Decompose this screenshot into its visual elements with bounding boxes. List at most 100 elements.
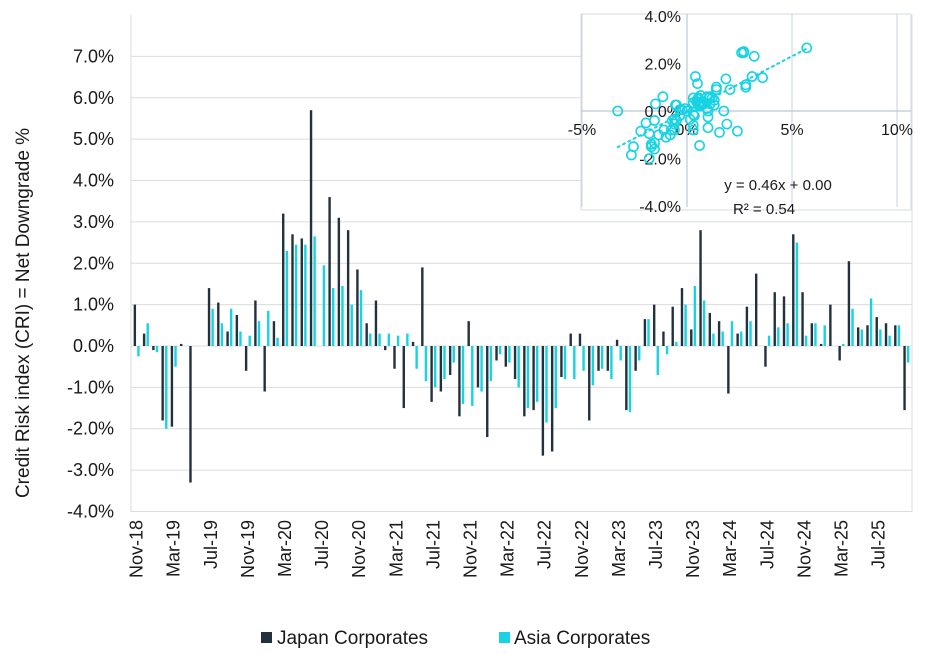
bar-japan (829, 304, 832, 346)
bar-japan (356, 269, 359, 346)
bar-japan (272, 321, 276, 346)
legend-swatch-asia (499, 632, 510, 643)
bar-japan (402, 346, 405, 409)
bar-asia (285, 250, 289, 346)
main-x-tick-label: Mar-25 (831, 520, 851, 577)
bar-japan (411, 341, 415, 346)
bar-japan (727, 346, 730, 394)
inset-scatter-point (657, 91, 669, 103)
bar-japan (161, 346, 164, 421)
bar-asia (777, 327, 780, 346)
bar-japan (393, 346, 396, 369)
main-x-tick-label: Nov-24 (794, 520, 814, 578)
y-axis-label: Credit Risk index (CRI) = Net Downgrade … (13, 128, 34, 498)
bar-japan (569, 333, 572, 346)
bar-asia (378, 333, 381, 346)
bar-asia (721, 331, 724, 346)
main-x-tick-label: Mar-21 (386, 520, 406, 577)
bar-asia (684, 304, 687, 346)
inset-scatter-point (740, 79, 752, 91)
main-y-tick-labels: 7.0% 6.0% 5.0% 4.0% 3.0% 2.0% 1.0% 0.0% -1.0% -2.… (67, 46, 114, 521)
bar-asia (452, 346, 455, 363)
bar-asia (174, 346, 177, 367)
bar-asia (517, 346, 520, 388)
bar-japan (847, 261, 851, 346)
bar-japan (764, 346, 767, 367)
inset-scatter-point (714, 126, 725, 138)
bar-japan (699, 230, 702, 346)
inset-y-tick-label: 2.0% (645, 56, 681, 73)
inset-y-tick-label: -4.0% (639, 199, 681, 216)
bar-japan (207, 288, 211, 346)
main-y-tick-label: 4.0% (73, 171, 114, 191)
bar-japan (439, 346, 443, 392)
bar-japan (801, 292, 804, 346)
bar-asia (267, 310, 270, 346)
inset-trendline-group (616, 47, 808, 149)
inset-scatter-point (706, 92, 718, 104)
main-y-tick-label: 0.0% (73, 336, 114, 356)
inset-scatter-point (702, 122, 714, 134)
bar-asia (730, 321, 734, 346)
main-x-tick-labels: Nov-18 Mar-19 Jul-19 Nov-19 Mar-20 Jul-20 Nov-… (127, 520, 889, 578)
main-y-tick-label: 6.0% (73, 88, 114, 108)
bar-asia (294, 244, 298, 346)
bar-japan (588, 346, 591, 421)
bar-japan (152, 346, 155, 351)
main-y-tick-label: -1.0% (67, 377, 114, 397)
inset-points (612, 42, 813, 164)
bar-japan (903, 346, 906, 411)
bar-japan (458, 346, 461, 417)
bar-asia (906, 346, 910, 363)
bar-japan (337, 217, 341, 346)
main-x-tick-label: Jul-20 (312, 520, 332, 569)
inset-scatter-point (645, 141, 657, 153)
inset-scatter-point (718, 105, 730, 117)
inset-x-tick-label: 5% (780, 122, 803, 139)
inset-scatter-point (669, 113, 680, 125)
bar-asia (331, 288, 335, 346)
main-x-tick-label: Jul-19 (201, 520, 221, 569)
main-x-tick-label: Jul-24 (757, 520, 777, 569)
main-x-tick-label: Nov-22 (572, 520, 592, 578)
inset-scatter-point (690, 71, 701, 82)
bar-asia (369, 333, 372, 346)
bar-japan (690, 329, 693, 346)
bar-japan (652, 304, 656, 346)
bar-asia (341, 286, 344, 346)
bar-asia (554, 346, 557, 409)
inset-trendline (616, 47, 808, 149)
bar-asia (610, 346, 613, 380)
bar-asia (647, 319, 650, 346)
bar-asia (563, 346, 567, 380)
bar-asia (434, 346, 437, 388)
bar-asia (888, 335, 891, 346)
bar-japan (328, 197, 331, 346)
bar-asia (842, 343, 845, 346)
bar-asia (211, 308, 214, 346)
bar-asia (322, 265, 326, 346)
bar-japan (133, 304, 137, 346)
main-y-tick-label: -4.0% (67, 501, 114, 521)
inset-scatter-point (692, 93, 703, 105)
inset-scatter-point (643, 128, 655, 139)
bar-japan (170, 346, 174, 427)
bar-asia (740, 331, 743, 346)
bar-asia (656, 346, 659, 375)
bar-asia (239, 331, 242, 346)
bar-asia (712, 333, 715, 346)
bar-japan (884, 323, 888, 346)
bar-asia (869, 298, 873, 346)
bar-japan (866, 325, 869, 346)
bar-asia (804, 335, 808, 346)
bar-japan (309, 110, 313, 346)
inset-gridlines (581, 14, 911, 207)
main-x-tick-label: Nov-20 (349, 520, 369, 578)
bar-asia (814, 323, 817, 346)
bar-asia (359, 290, 363, 346)
bar-asia (313, 236, 316, 346)
inset-scatter-point (708, 94, 720, 106)
bar-japan (476, 346, 480, 388)
inset-scatter-point (724, 84, 736, 95)
